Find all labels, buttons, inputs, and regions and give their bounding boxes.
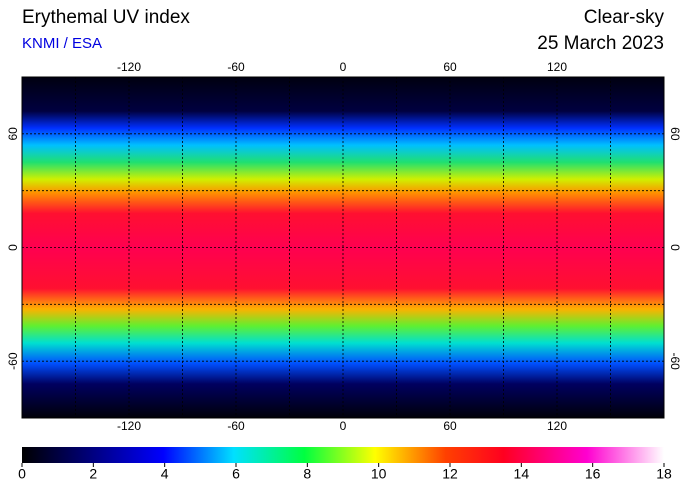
colorbar-tick-label: 14 bbox=[514, 466, 530, 482]
source: KNMI / ESA bbox=[22, 35, 102, 52]
date: 25 March 2023 bbox=[537, 33, 664, 54]
lon-tick-label: 120 bbox=[547, 60, 567, 74]
lat-tick-label: 60 bbox=[6, 127, 20, 141]
condition: Clear-sky bbox=[584, 7, 665, 28]
lon-tick-label: 60 bbox=[443, 60, 457, 74]
colorbar bbox=[22, 447, 664, 463]
lon-tick-label: -120 bbox=[117, 60, 141, 74]
title: Erythemal UV index bbox=[22, 7, 190, 28]
lat-tick-label: 0 bbox=[6, 244, 20, 251]
lon-tick-label: -60 bbox=[227, 419, 245, 433]
colorbar-tick-label: 12 bbox=[442, 466, 458, 482]
lat-tick-label: -60 bbox=[668, 352, 682, 370]
lat-tick-label: 60 bbox=[668, 127, 682, 141]
colorbar-tick-label: 18 bbox=[656, 466, 672, 482]
lon-tick-label: 120 bbox=[547, 419, 567, 433]
colorbar-tick-label: 16 bbox=[585, 466, 601, 482]
lat-tick-label: 0 bbox=[668, 244, 682, 251]
colorbar-tick-label: 8 bbox=[303, 466, 311, 482]
colorbar-tick-label: 0 bbox=[18, 466, 26, 482]
lon-tick-label: 60 bbox=[443, 419, 457, 433]
colorbar-tick-label: 10 bbox=[371, 466, 387, 482]
lon-tick-label: -60 bbox=[227, 60, 245, 74]
lat-tick-label: -60 bbox=[6, 352, 20, 370]
colorbar-tick-label: 6 bbox=[232, 466, 240, 482]
lon-tick-label: 0 bbox=[340, 60, 347, 74]
lon-tick-label: -120 bbox=[117, 419, 141, 433]
lon-tick-label: 0 bbox=[340, 419, 347, 433]
colorbar-tick-label: 4 bbox=[161, 466, 169, 482]
dynamic-layer: -120 -120 -60 -60 0 0 60 60 120 120 -60 -60 0 0 60 60 0 2… bbox=[6, 60, 682, 482]
colorbar-tick-label: 2 bbox=[89, 466, 97, 482]
